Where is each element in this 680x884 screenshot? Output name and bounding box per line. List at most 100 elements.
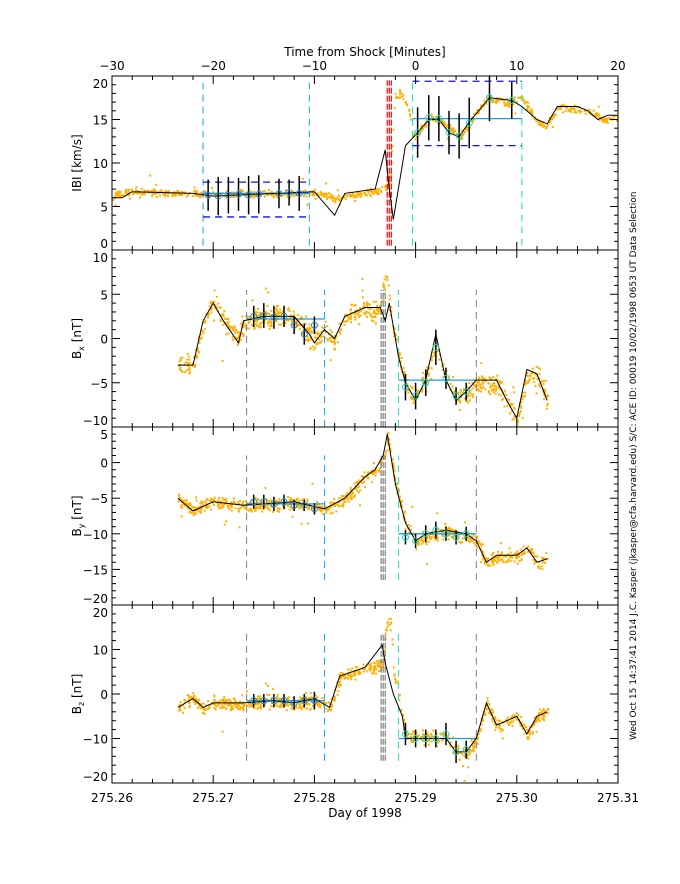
data-point (356, 193, 359, 196)
data-point (410, 398, 413, 401)
data-point (241, 332, 244, 335)
data-point (189, 503, 192, 506)
data-point (235, 337, 238, 340)
data-point (462, 765, 464, 768)
data-point (221, 313, 224, 316)
data-point (226, 506, 229, 509)
data-point (338, 505, 340, 508)
data-point (266, 698, 269, 701)
data-point (501, 558, 504, 561)
data-point (392, 458, 394, 461)
data-point (276, 696, 279, 699)
data-point (416, 391, 419, 394)
data-point (376, 187, 379, 190)
data-point (377, 469, 380, 472)
data-point (180, 193, 183, 196)
data-point (492, 556, 495, 559)
data-point (298, 703, 301, 706)
data-point (409, 113, 412, 115)
data-point (497, 393, 500, 396)
data-point (403, 720, 405, 723)
data-point (181, 370, 184, 373)
data-point (270, 193, 273, 196)
data-point (291, 194, 294, 197)
data-point (133, 192, 136, 194)
data-point (505, 561, 508, 564)
data-point (191, 505, 194, 508)
data-point (506, 104, 509, 107)
data-point (127, 194, 130, 197)
data-point (442, 122, 445, 125)
data-point (201, 330, 204, 333)
data-point (389, 314, 392, 317)
top-x-tick-label: 20 (610, 59, 625, 73)
data-point (494, 392, 497, 395)
data-point (255, 323, 258, 325)
data-point (238, 701, 240, 704)
data-point (422, 539, 425, 542)
mean-marker (462, 530, 470, 538)
data-point (525, 100, 528, 103)
data-point (188, 695, 191, 697)
data-point (447, 533, 450, 536)
data-point (284, 189, 287, 192)
data-point (265, 497, 268, 500)
data-point (300, 706, 303, 709)
data-point (319, 507, 322, 510)
data-point (528, 378, 531, 380)
data-point (309, 348, 312, 351)
data-point (247, 327, 250, 330)
data-point (438, 353, 441, 356)
data-point (357, 671, 360, 674)
data-point (493, 385, 496, 388)
data-point (505, 97, 508, 100)
data-point (188, 503, 191, 506)
data-point (217, 503, 220, 506)
data-point (374, 315, 377, 318)
data-point (408, 108, 411, 111)
data-point (575, 111, 578, 114)
data-point (265, 506, 268, 509)
data-point (363, 304, 365, 307)
data-point (349, 669, 352, 672)
data-point (287, 696, 290, 699)
data-point (213, 500, 216, 503)
data-point (339, 331, 342, 334)
data-point (369, 303, 372, 306)
data-point (193, 189, 196, 192)
data-point (428, 367, 431, 370)
data-point (188, 702, 191, 704)
data-point (323, 704, 325, 707)
data-point (466, 386, 469, 389)
data-point (350, 317, 353, 320)
data-point (339, 674, 342, 677)
data-point (402, 366, 405, 369)
data-point (510, 410, 513, 413)
data-point (370, 190, 373, 193)
data-point (215, 306, 218, 309)
y-tick-label: 10 (93, 644, 108, 658)
data-point (519, 722, 521, 725)
data-point (194, 703, 197, 705)
data-point (342, 495, 345, 498)
data-point (246, 508, 249, 511)
data-point (533, 561, 536, 564)
data-point (177, 190, 180, 193)
data-point (199, 196, 202, 199)
data-point (516, 562, 519, 565)
data-point (501, 728, 503, 731)
data-point (493, 382, 496, 385)
data-point (523, 732, 526, 735)
y-tick-label: 5 (100, 428, 108, 442)
data-point (235, 703, 238, 706)
data-point (339, 684, 342, 686)
data-point (309, 697, 312, 700)
data-point (118, 195, 121, 198)
data-point (466, 755, 469, 758)
data-point (515, 552, 518, 555)
mean-marker (280, 697, 288, 705)
data-point (224, 706, 227, 709)
data-point (202, 707, 205, 710)
data-point (491, 558, 494, 561)
data-point (202, 702, 205, 705)
